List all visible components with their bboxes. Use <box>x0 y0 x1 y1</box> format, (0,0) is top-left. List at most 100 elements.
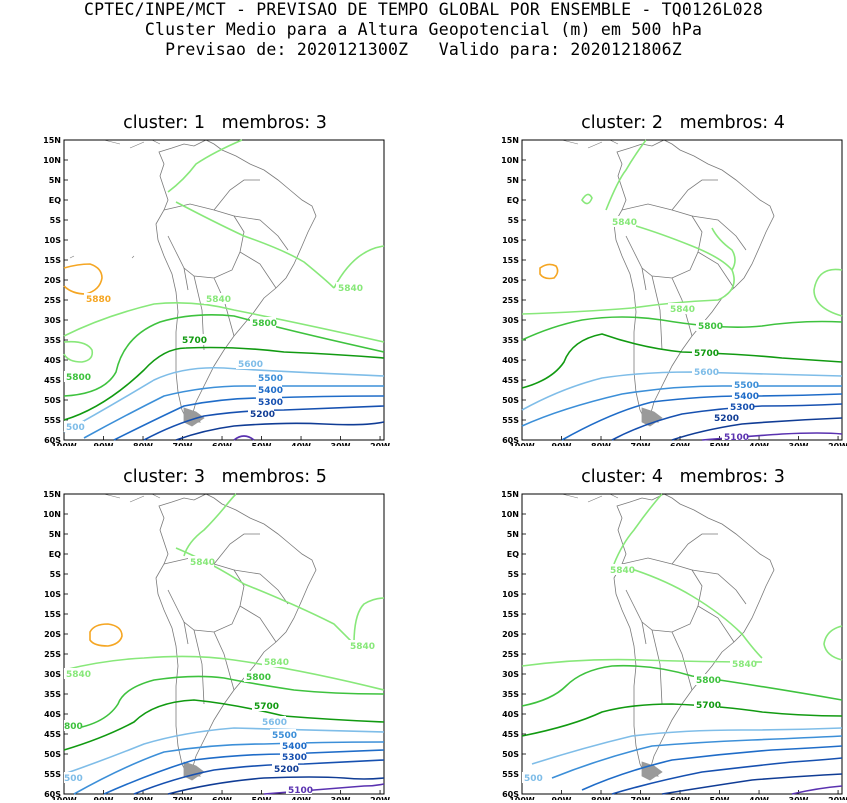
lat-tick-label: 5S <box>508 570 520 579</box>
contour-label-5800: 5800 <box>252 319 277 329</box>
coastline <box>561 139 775 427</box>
lat-axis-labels: 15N 10N 5N EQ 5S 10S 15S 20S 25S 30S 35S 40S 45S 50S 5… <box>43 490 68 799</box>
lat-tick-label: 5N <box>507 530 519 539</box>
lon-axis-labels: 100W 90W 80W 70W 60W 50W 40W 30W 20W <box>51 790 390 800</box>
contour-label-5300: 5300 <box>282 753 307 763</box>
lat-tick-label: 15N <box>501 490 519 499</box>
lon-tick-label: 100W <box>509 442 535 446</box>
lat-tick-label: 30S <box>44 316 61 325</box>
lat-tick-label: 50S <box>44 750 61 759</box>
map-panel-4: 15N 10N 5N EQ 5S 10S 15S 20S 25S 30S 35S 40S 45S 50S 5… <box>501 490 847 800</box>
lat-tick-label: 45S <box>44 730 61 739</box>
contour-label-5880: 5880 <box>86 295 111 305</box>
lon-tick-label: 20W <box>828 442 847 446</box>
lon-tick-label: 80W <box>133 442 153 446</box>
lon-tick-label: 20W <box>370 796 390 800</box>
map-panel-1: 15N 10N 5N EQ 5S 10S 15S 20S 25S 30S 35S 40S 45S 50S 5… <box>43 136 390 446</box>
lon-tick-label: 90W <box>552 442 572 446</box>
lon-tick-label: 70W <box>631 796 651 800</box>
lon-tick-label: 80W <box>591 442 611 446</box>
contour-label-5840: 5840 <box>732 660 757 670</box>
coastline <box>69 139 317 427</box>
lon-tick-label: 50W <box>252 442 272 446</box>
contour-label-5700: 5700 <box>696 701 721 711</box>
lon-tick-label: 90W <box>94 796 114 800</box>
lat-tick-label: 15N <box>43 136 61 145</box>
lat-tick-label: 15S <box>502 610 519 619</box>
lat-tick-label: 35S <box>502 690 519 699</box>
contour-label-5600: 5600 <box>238 360 263 370</box>
lat-tick-label: 5S <box>50 216 62 225</box>
contour-label-500: 500 <box>66 423 85 433</box>
lat-tick-label: 5N <box>49 176 61 185</box>
contour-label-5100: 5100 <box>724 433 749 443</box>
contour-label-500: 500 <box>64 774 83 784</box>
contour-label-5200: 5200 <box>714 414 739 424</box>
lon-tick-label: 80W <box>591 796 611 800</box>
lon-tick-label: 20W <box>370 442 390 446</box>
lat-tick-label: 60S <box>502 790 519 799</box>
lon-axis-labels: 100W 90W 80W 70W 60W 50W 40W 30W 20W <box>509 436 847 446</box>
lon-tick-label: 30W <box>331 442 351 446</box>
main-title: CPTEC/INPE/MCT - PREVISAO DE TEMPO GLOBA… <box>84 0 763 19</box>
lat-tick-label: 5N <box>49 530 61 539</box>
lon-tick-label: 20W <box>828 796 847 800</box>
contour-label-500: 500 <box>524 774 543 784</box>
lat-tick-label: 35S <box>44 690 61 699</box>
contour-label-5700: 5700 <box>254 702 279 712</box>
contour-label-5400: 5400 <box>258 386 283 396</box>
lat-tick-label: 25S <box>502 650 519 659</box>
lat-tick-label: 10N <box>43 156 61 165</box>
panel-3-title: cluster: 3 membros: 5 <box>123 467 327 487</box>
contour-label-800: 800 <box>64 722 83 732</box>
lat-tick-label: 50S <box>502 396 519 405</box>
lat-tick-label: 5N <box>507 176 519 185</box>
contour-label-5300: 5300 <box>258 398 283 408</box>
lat-tick-label: 25S <box>502 296 519 305</box>
lat-tick-label: 25S <box>44 650 61 659</box>
map-panel-2: 15N 10N 5N EQ 5S 10S 15S 20S 25S 30S 35S 40S 45S 50S 5… <box>501 136 847 446</box>
panel-1-title: cluster: 1 membros: 3 <box>123 113 327 133</box>
lon-tick-label: 50W <box>710 796 730 800</box>
lon-tick-label: 60W <box>670 442 690 446</box>
lat-tick-label: 60S <box>44 790 61 799</box>
lat-tick-label: EQ <box>507 550 519 559</box>
lat-tick-label: 35S <box>502 336 519 345</box>
contour-label-5400: 5400 <box>734 392 759 402</box>
contour-label-5840: 5840 <box>610 566 635 576</box>
contour-label-5200: 5200 <box>274 765 299 775</box>
lat-tick-label: 40S <box>44 710 61 719</box>
lat-tick-label: 5S <box>508 216 520 225</box>
contour-label-5700: 5700 <box>182 336 207 346</box>
panel-4-title: cluster: 4 membros: 3 <box>581 467 785 487</box>
lat-tick-label: 60S <box>44 436 61 445</box>
contour-label-5100: 5100 <box>288 786 313 796</box>
lat-tick-label: 20S <box>502 630 519 639</box>
lat-tick-label: 10N <box>501 510 519 519</box>
lat-tick-label: 45S <box>44 376 61 385</box>
lon-axis-labels: 100W 90W 80W 70W 60W 50W 40W 30W 20W <box>51 436 390 446</box>
lon-axis-labels: 100W 90W 80W 70W 60W 50W 40W 30W 20W <box>509 790 847 800</box>
contour-label-5400: 5400 <box>282 742 307 752</box>
contour-label-5500: 5500 <box>734 381 759 391</box>
lat-tick-label: 40S <box>44 356 61 365</box>
lon-tick-label: 30W <box>789 442 809 446</box>
lon-tick-label: 100W <box>51 796 77 800</box>
lon-tick-label: 70W <box>631 442 651 446</box>
lat-tick-label: 25S <box>44 296 61 305</box>
lat-axis-labels: 15N 10N 5N EQ 5S 10S 15S 20S 25S 30S 35S 40S 45S 50S 5… <box>501 490 526 799</box>
lat-tick-label: 35S <box>44 336 61 345</box>
lat-tick-label: 10S <box>44 236 61 245</box>
contour-label-5200: 5200 <box>250 410 275 420</box>
lat-tick-label: 10S <box>44 590 61 599</box>
lat-tick-label: 30S <box>44 670 61 679</box>
contour-label-5800: 5800 <box>66 373 91 383</box>
lat-tick-label: EQ <box>507 196 519 205</box>
lat-tick-label: 30S <box>502 316 519 325</box>
lon-tick-label: 30W <box>331 796 351 800</box>
subtitle: Cluster Medio para a Altura Geopotencial… <box>144 20 703 39</box>
lon-tick-label: 50W <box>252 796 272 800</box>
lon-tick-label: 100W <box>509 796 535 800</box>
lon-tick-label: 60W <box>670 796 690 800</box>
lon-tick-label: 80W <box>133 796 153 800</box>
